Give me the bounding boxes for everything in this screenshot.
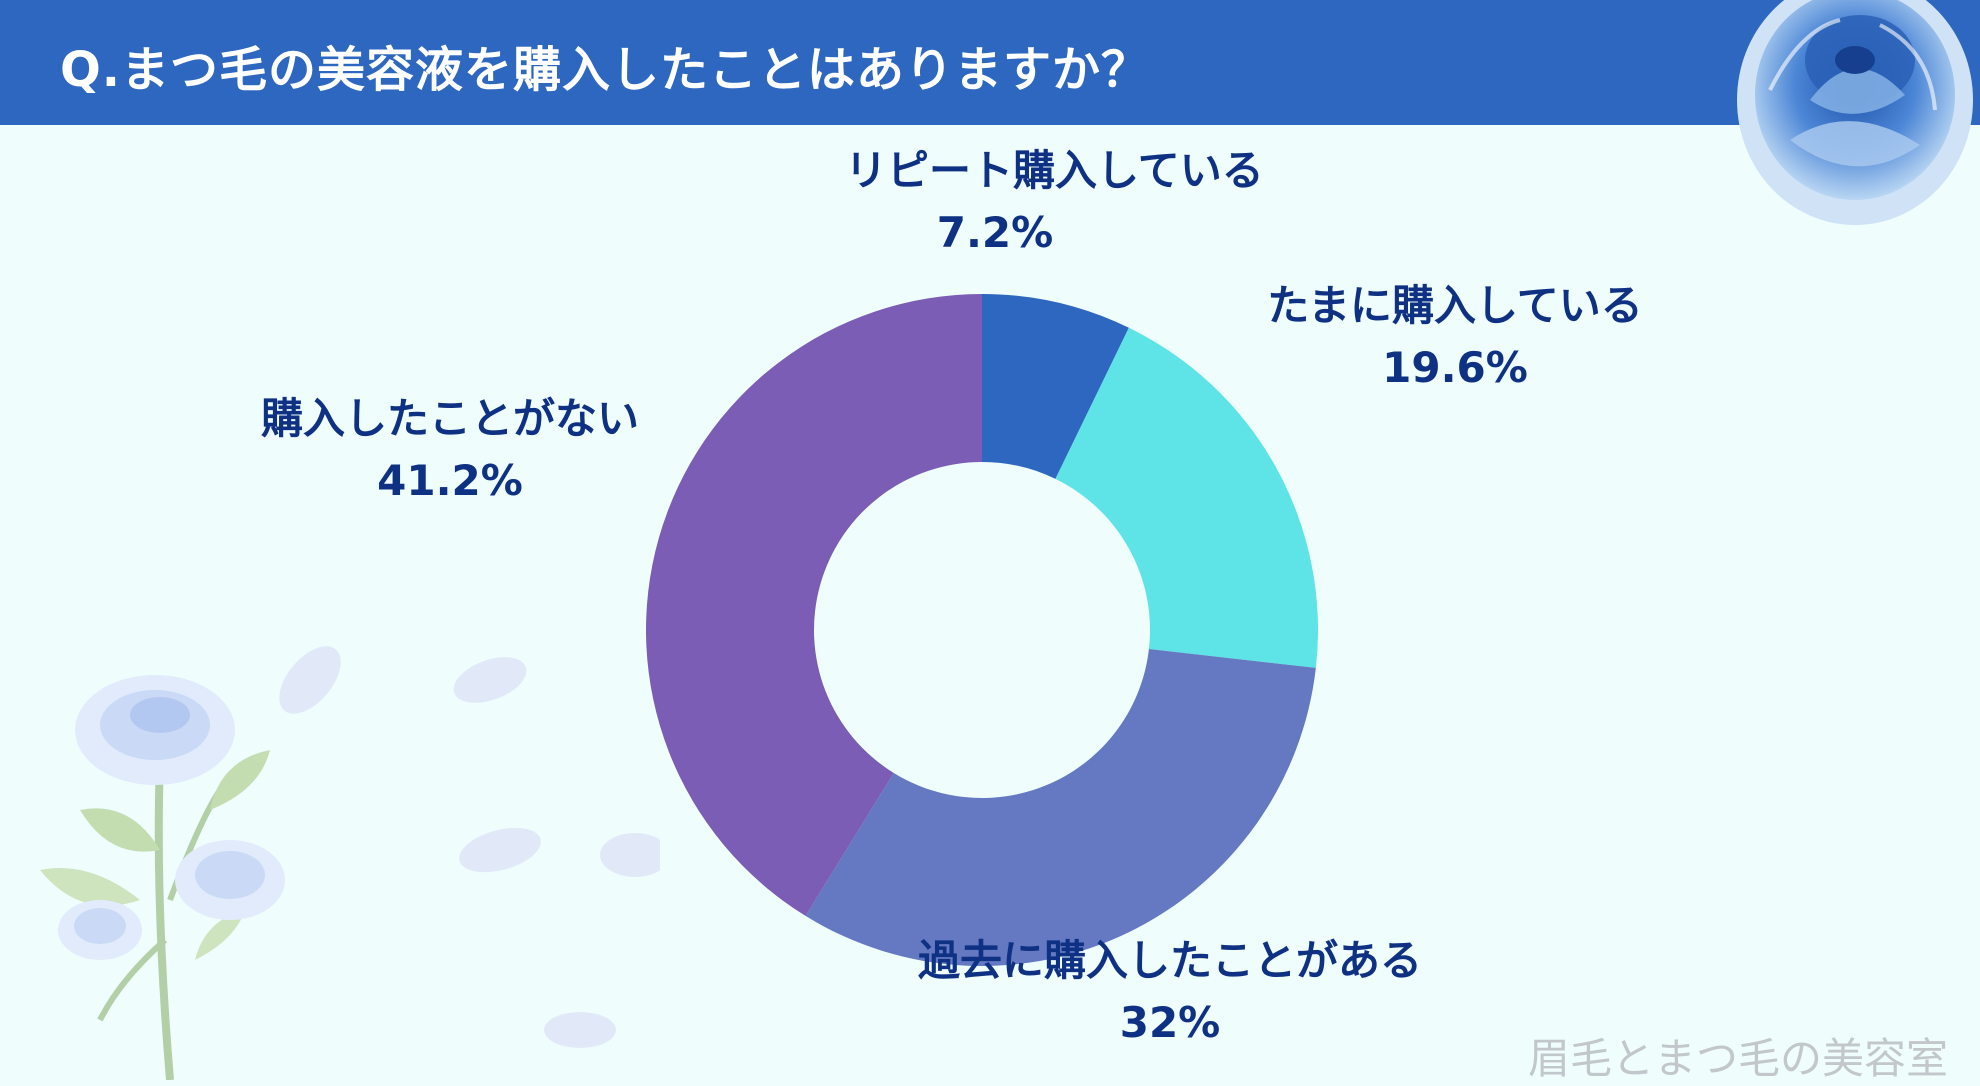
value-label-2: 32% [1119, 998, 1221, 1047]
value-label-3: 41.2% [377, 456, 523, 505]
rose-decoration-top-icon [1737, 0, 1973, 225]
slice-label-1: たまに購入している 19.6% [1240, 275, 1670, 399]
donut-slice-1 [1055, 327, 1318, 668]
page-title: Q.まつ毛の美容液を購入したことはありますか？ [60, 42, 1151, 98]
slice-label-2: 過去に購入したことがある 32% [870, 930, 1470, 1054]
watermark-text: 眉毛とまつ毛の美容室 [1528, 1034, 1949, 1083]
donut-slice-2 [805, 648, 1316, 966]
rose-decoration-bottom-icon [40, 646, 660, 1080]
donut-slice-0 [982, 294, 1129, 479]
category-label-2: 過去に購入したことがある [917, 936, 1422, 985]
donut-slice-3 [645, 294, 982, 916]
category-label-1: たまに購入している [1267, 281, 1643, 330]
slice-label-0: リピート購入している 7.2% [845, 140, 1264, 264]
value-label-0: 7.2% [936, 208, 1054, 257]
category-label-3: 購入したことがない [260, 394, 639, 443]
header-bar: Q.まつ毛の美容液を購入したことはありますか？ [0, 0, 1980, 125]
category-label-0: リピート購入している [845, 146, 1264, 195]
slice-label-3: 購入したことがない 41.2% [230, 388, 670, 512]
value-label-1: 19.6% [1382, 343, 1528, 392]
